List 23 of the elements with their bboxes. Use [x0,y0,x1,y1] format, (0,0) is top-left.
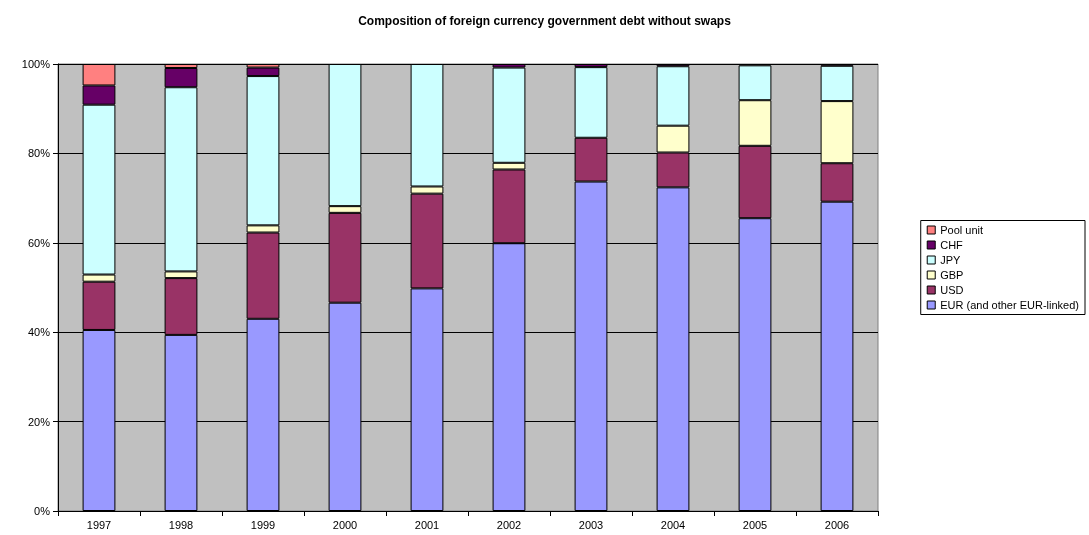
legend-label: JPY [940,254,962,266]
x-tick-label: 2001 [414,518,440,531]
legend-label: USD [940,284,964,296]
x-tick-label: 1997 [86,518,112,531]
legend-label: Pool unit [940,224,984,236]
x-tick-label: 1999 [250,518,276,531]
x-tick-label: 2004 [660,518,686,531]
y-tick-label: 60% [27,236,51,249]
x-tick-label: 2003 [578,518,604,531]
legend-label: EUR (and other EUR-linked) [940,299,1080,311]
legend-label: CHF [940,239,964,251]
y-tick-label: 40% [27,326,51,339]
x-tick-label: 2006 [824,518,850,531]
y-tick-label: 20% [27,415,51,428]
chart-title: Composition of foreign currency government debt without swaps [358,14,732,28]
y-tick-label: 0% [34,505,51,517]
y-tick-label: 80% [27,147,51,160]
y-tick-label: 100% [21,58,51,70]
legend-label: GBP [940,269,964,281]
x-tick-label: 2005 [742,518,768,531]
x-tick-label: 2000 [332,518,358,531]
x-tick-label: 2002 [496,518,522,531]
x-tick-label: 1998 [168,518,194,531]
